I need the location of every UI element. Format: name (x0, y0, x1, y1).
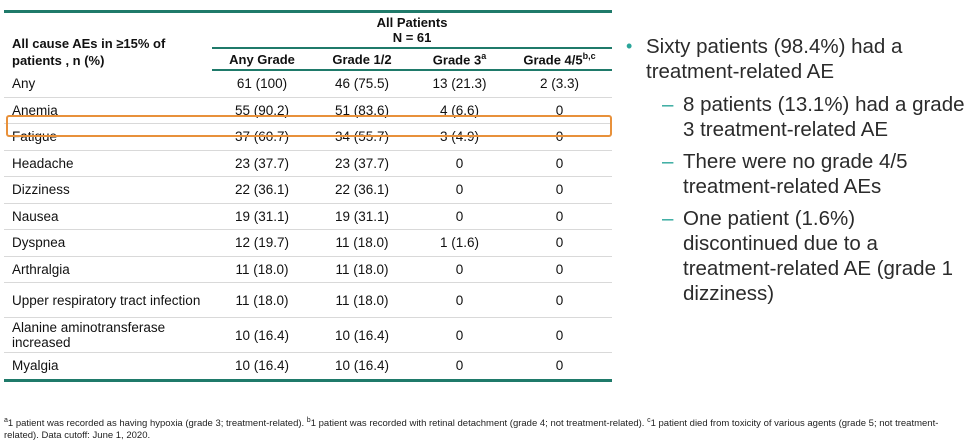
group-header: All Patients N = 61 (212, 10, 613, 49)
ae-name: Upper respiratory tract infection (4, 282, 212, 318)
ae-name: Alanine aminotransferase increased (4, 317, 212, 353)
group-header-title: All Patients (376, 15, 448, 30)
value-grade-3: 0 (412, 317, 507, 353)
ae-name: Fatigue (4, 123, 212, 150)
value-grade-3: 1 (1.6) (412, 229, 507, 256)
value-grade-4-5: 0 (507, 317, 613, 353)
footnote-mark-c: c (647, 417, 651, 424)
dash-icon: – (662, 207, 674, 230)
value-grade-3: 0 (412, 176, 507, 203)
bullet-sub: – One patient (1.6%) discontinued due to… (626, 206, 971, 306)
ae-name: Any (12, 75, 36, 91)
value-grade-3: 4 (6.6) (412, 96, 507, 124)
value-grade-4-5: 0 (507, 149, 613, 177)
table-row: Upper respiratory tract infection 11 (18.… (4, 282, 613, 318)
value-any-grade: 19 (31.1) (212, 202, 312, 230)
bullet-sub-text: 8 patients (13.1%) had a grade 3 treatme… (683, 93, 965, 141)
table-row: Myalgia 10 (16.4) 10 (16.4) 0 0 (4, 352, 613, 382)
bullet-dot-icon: • (626, 36, 633, 56)
value-grade-3: 3 (4.9) (412, 123, 507, 150)
value-any-grade: 11 (18.0) (212, 255, 312, 283)
value-grade-3: 13 (21.3) (432, 76, 487, 92)
table-header-row-2: Any Grade Grade 1/2 Grade 3a Grade 4/5b,… (4, 48, 613, 71)
value-any-grade: 11 (18.0) (212, 282, 312, 318)
dash-icon: – (662, 150, 674, 173)
value-grade-4-5: 0 (507, 96, 613, 124)
col-header-grade-1-2: Grade 1/2 (312, 48, 412, 71)
adverse-events-table: All cause AEs in ≥15% of patients , n (%… (4, 10, 613, 382)
footnote-mark-b: b (306, 417, 311, 424)
ae-name: Headache (4, 149, 212, 177)
row-label-header: All cause AEs in ≥15% of patients , n (%… (4, 10, 212, 70)
summary-bullets: • Sixty patients (98.4%) had a treatment… (626, 34, 971, 313)
value-grade-1-2: 10 (16.4) (312, 317, 412, 353)
value-grade-1-2: 22 (36.1) (312, 176, 412, 203)
value-grade-1-2: 10 (16.4) (312, 352, 412, 382)
value-grade-4-5: 0 (507, 123, 613, 150)
footnote-mark-a: a (4, 417, 8, 424)
value-any-grade: 10 (16.4) (212, 317, 312, 353)
group-header-n: N = 61 (392, 30, 432, 45)
value-any-grade: 23 (37.7) (212, 149, 312, 177)
footnote-a-text: 1 patient was recorded as having hypoxia… (7, 418, 307, 430)
ae-name: Arthralgia (4, 255, 212, 283)
table-row: Nausea 19 (31.1) 19 (31.1) 0 0 (4, 202, 613, 230)
dash-icon: – (662, 93, 674, 116)
value-grade-1-2: 11 (18.0) (312, 282, 412, 318)
bullet-sub-text: There were no grade 4/5 treatment-relate… (683, 150, 908, 198)
value-grade-4-5: 0 (507, 352, 613, 382)
table-row: Anemia 55 (90.2) 51 (83.6) 4 (6.6) 0 (4, 96, 613, 124)
value-grade-4-5: 2 (3.3) (540, 76, 580, 92)
ae-name: Dyspnea (4, 229, 212, 256)
value-grade-3: 0 (412, 352, 507, 382)
footnote-c-text: 1 patient died from toxicity of various … (4, 418, 939, 442)
value-any-grade: 55 (90.2) (212, 96, 312, 124)
value-grade-4-5: 0 (507, 176, 613, 203)
col-header-grade-4-5: Grade 4/5b,c (507, 48, 613, 71)
value-grade-1-2: 51 (83.6) (312, 96, 412, 124)
table-row: Headache 23 (37.7) 23 (37.7) 0 0 (4, 149, 613, 177)
value-grade-3: 0 (412, 255, 507, 283)
bullet-sub-text: One patient (1.6%) discontinued due to a… (683, 207, 954, 305)
value-grade-3: 0 (412, 202, 507, 230)
table-row: Alanine aminotransferase increased 10 (16… (4, 317, 613, 353)
value-grade-4-5: 0 (507, 202, 613, 230)
bullet-sub: – 8 patients (13.1%) had a grade 3 treat… (626, 92, 971, 142)
value-grade-3: 0 (412, 282, 507, 318)
value-grade-1-2: 11 (18.0) (312, 229, 412, 256)
value-grade-1-2: 46 (75.5) (334, 76, 390, 92)
value-grade-3: 0 (412, 149, 507, 177)
footnote-b-text: 1 patient was recorded with retinal deta… (310, 418, 648, 430)
value-grade-1-2: 34 (55.7) (312, 123, 412, 150)
ae-name: Nausea (4, 202, 212, 230)
value-any-grade: 10 (16.4) (212, 352, 312, 382)
table-row: Dyspnea 12 (19.7) 11 (18.0) 1 (1.6) 0 (4, 229, 613, 256)
table-row: Fatigue 37 (60.7) 34 (55.7) 3 (4.9) 0 (4, 123, 613, 150)
value-any-grade: 37 (60.7) (212, 123, 312, 150)
value-any-grade: 61 (100) (236, 76, 288, 92)
value-grade-1-2: 11 (18.0) (312, 255, 412, 283)
value-any-grade: 12 (19.7) (212, 229, 312, 256)
table-header-row-1: All cause AEs in ≥15% of patients , n (%… (4, 10, 613, 70)
table-row: Any 61 (100) 46 (75.5) 13 (21.3) 2 (3.3) (4, 70, 612, 97)
value-any-grade: 22 (36.1) (212, 176, 312, 203)
table-row: Dizziness 22 (36.1) 22 (36.1) 0 0 (4, 176, 613, 203)
table-row: Arthralgia 11 (18.0) 11 (18.0) 0 0 (4, 255, 613, 283)
ae-table-container: All cause AEs in ≥15% of patients , n (%… (4, 10, 613, 382)
footnote: a1 patient was recorded as having hypoxi… (4, 415, 964, 442)
value-grade-4-5: 0 (507, 255, 613, 283)
bullet-main-text: Sixty patients (98.4%) had a treatment-r… (646, 35, 903, 83)
col-header-grade-3: Grade 3a (412, 48, 507, 71)
ae-name: Anemia (4, 96, 212, 124)
ae-name: Myalgia (4, 352, 212, 382)
value-grade-4-5: 0 (507, 282, 613, 318)
col-header-any-grade: Any Grade (212, 48, 312, 71)
value-grade-1-2: 23 (37.7) (312, 149, 412, 177)
value-grade-1-2: 19 (31.1) (312, 202, 412, 230)
bullet-main: • Sixty patients (98.4%) had a treatment… (626, 34, 971, 84)
ae-name: Dizziness (4, 176, 212, 203)
value-grade-4-5: 0 (507, 229, 613, 256)
bullet-sub: – There were no grade 4/5 treatment-rela… (626, 149, 971, 199)
table-body: Any 61 (100) 46 (75.5) 13 (21.3) 2 (3.3) Anem… (4, 70, 613, 382)
